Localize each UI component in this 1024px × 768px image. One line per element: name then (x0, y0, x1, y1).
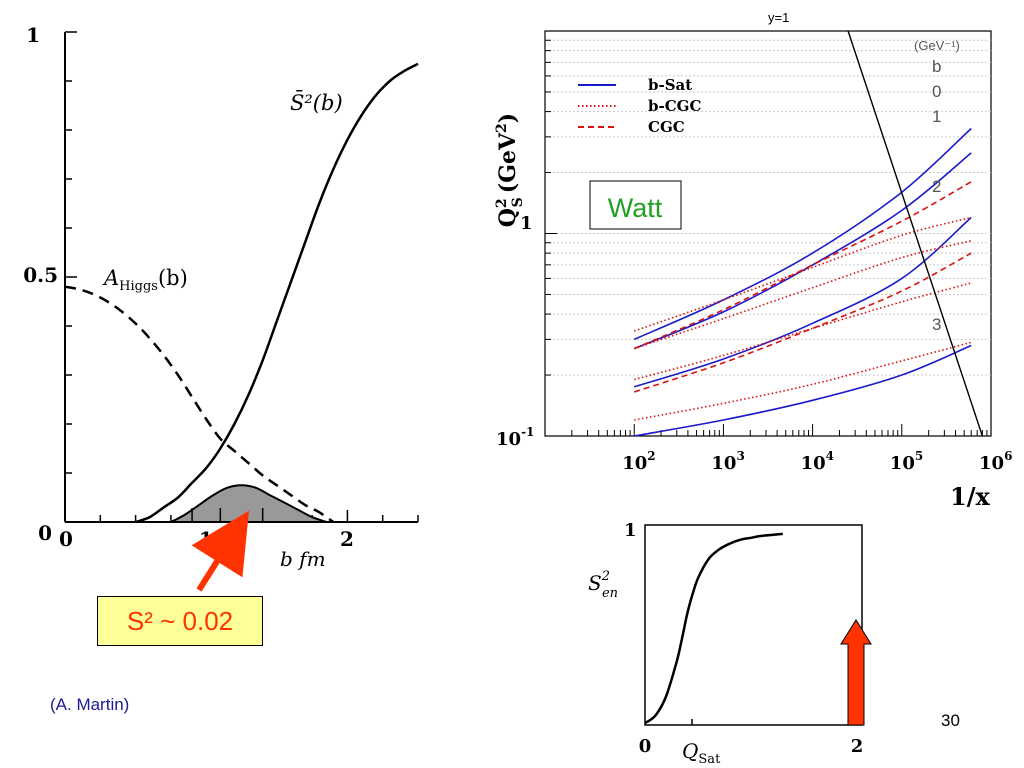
bottom-x-label: QSat (682, 739, 721, 767)
bottom-s2en-curve (644, 532, 783, 725)
watt-box (589, 180, 682, 230)
series-cgc-lower (633, 252, 972, 393)
legend-cgc-label: CGC (648, 118, 685, 136)
series-y-1 (847, 30, 984, 437)
a-higgs-curve-label: AHiggs(b) (102, 266, 188, 294)
bottom-xtick-label-2: 2 (851, 736, 864, 757)
series-b-cgc-b2 (633, 282, 972, 381)
right-xtick-label: 103 (711, 449, 744, 474)
left-ytick-label-0: 0 (38, 521, 52, 545)
bottom-ytick-label-1: 1 (624, 520, 637, 541)
bottom-y-label: S2 en (588, 569, 618, 601)
s2-curve (135, 62, 419, 524)
legend-bcgc-label: b-CGC (648, 97, 701, 115)
left-xtick-label-0: 0 (59, 527, 73, 551)
right-x-axis-label: 1/x (950, 482, 990, 511)
bottom-xtick-label-0: 0 (639, 736, 652, 757)
right-xtick-label: 106 (979, 449, 1012, 474)
right-xtick-label: 104 (801, 449, 834, 474)
legend-bsat-label: b-Sat (648, 76, 692, 94)
callout-text: S² ~ 0.02 (126, 605, 234, 636)
s2-curve-label: S̄²(b) (290, 90, 343, 115)
series-b-sat-b3 (634, 344, 972, 437)
left-xtick-label-2: 2 (340, 527, 354, 551)
credit-text: (A. Martin) (50, 695, 130, 714)
right-ytick-label-0.1: 10-1 (496, 425, 534, 450)
left-ytick-label-0.5: 0.5 (23, 263, 58, 287)
b-label-0: 0 (932, 82, 941, 101)
left-ytick-label-1: 1 (26, 23, 40, 47)
b-label-1: 1 (932, 107, 941, 126)
bottom-plot-frame (644, 524, 863, 726)
b-label-2: 2 (932, 177, 941, 196)
right-plot-frame (544, 30, 992, 437)
right-xtick-label: 105 (890, 449, 923, 474)
right-legend: b-Sat b-CGC CGC (578, 76, 701, 136)
left-chart: 1 0.5 0 0 1 2 S̄²(b) AHiggs(b) b fm (23, 23, 419, 592)
bottom-red-arrow (840, 619, 872, 726)
b-label-3: 3 (932, 315, 941, 334)
a-higgs-curve (64, 285, 335, 524)
right-chart: Q2S(GeV2) 1 10-1 102 103 104 105 106 1/x b-S… (494, 10, 1012, 511)
series-b-sat-b0 (633, 127, 972, 341)
callout-box: S² ~ 0.02 (97, 596, 263, 646)
y-equals-1-label: y=1 (768, 10, 789, 25)
b-unit-label: (GeV⁻¹) (914, 38, 960, 53)
series-b-cgc-b0 (633, 216, 972, 332)
callout-arrow (191, 510, 249, 592)
right-y-axis-label: Q2S(GeV2) (494, 113, 526, 227)
left-xtick-label-1: 1 (199, 527, 213, 551)
right-ytick-label-1: 1 (520, 213, 533, 234)
series-cgc-upper (633, 181, 972, 350)
right-xtick-label: 102 (622, 449, 655, 474)
left-x-axis-label: b fm (280, 547, 326, 571)
series-b-cgc-b1 (633, 240, 972, 350)
bottom-chart: 1 0 2 S2 en QSat (588, 520, 872, 767)
series-b-cgc-b3 (634, 341, 972, 421)
page-number: 30 (941, 711, 960, 730)
series-b-sat-b1 (633, 152, 972, 350)
b-header-label: b (932, 57, 941, 76)
watt-label: Watt (608, 193, 663, 223)
